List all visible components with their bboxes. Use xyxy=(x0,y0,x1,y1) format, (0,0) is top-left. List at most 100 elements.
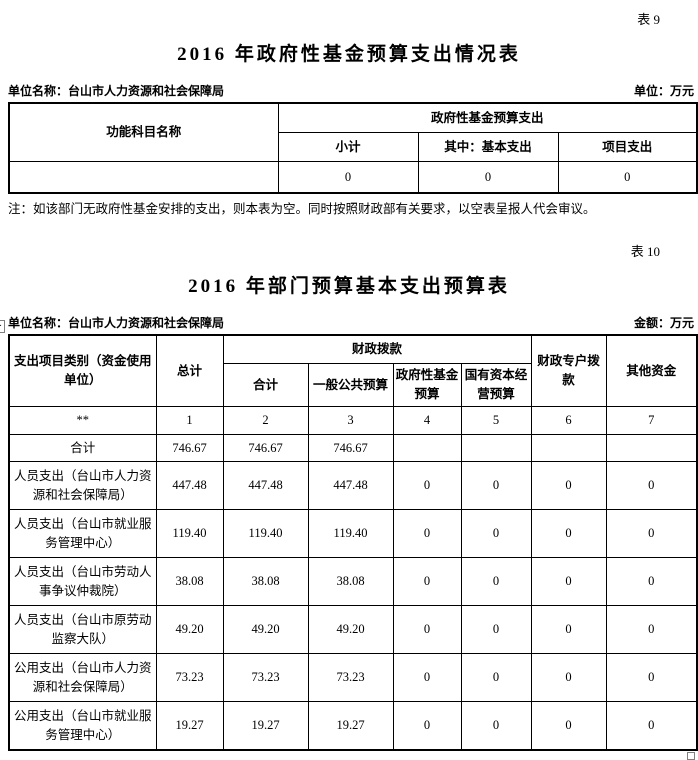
table-cell: 73.23 xyxy=(155,653,224,702)
table-cell: 0 xyxy=(605,461,698,510)
table10-amount-label: 金额：万元 xyxy=(633,316,694,330)
table-cell: 19.27 xyxy=(222,701,309,751)
table-cell: 0 xyxy=(605,557,698,606)
row-label: ** xyxy=(8,406,157,435)
t9-header-group: 政府性基金预算支出 xyxy=(277,102,698,133)
table-move-handle-icon[interactable]: + xyxy=(0,320,5,333)
t9-header-function-subject: 功能科目名称 xyxy=(8,102,279,162)
table-row: 人员支出（台山市原劳动监察大队） 49.20 49.20 49.20 0 0 0 0 xyxy=(8,605,698,654)
table-cell: 0 xyxy=(530,605,607,654)
table-row: 人员支出（台山市劳动人事争议仲裁院） 38.08 38.08 38.08 0 0 0 0 xyxy=(8,557,698,606)
table-cell: 0 xyxy=(530,701,607,751)
t10-header-total: 总计 xyxy=(155,334,224,407)
table-cell: 0 xyxy=(460,605,532,654)
t10-header-fiscal-sum: 合计 xyxy=(222,363,309,407)
table-cell: 0 xyxy=(605,701,698,751)
t10-header-category: 支出项目类别（资金使用单位） xyxy=(8,334,157,407)
table10-wrapper: + 支出项目类别（资金使用单位） 总计 财政拨款 财政专户拨款 其他资金 合计 … xyxy=(0,320,698,760)
gov-fund-expenditure-table: 功能科目名称 政府性基金预算支出 小计 其中：基本支出 项目支出 0 0 0 xyxy=(8,102,698,194)
table-cell: 0 xyxy=(277,161,419,194)
t9-header-basic: 其中：基本支出 xyxy=(417,132,559,162)
table-row: 人员支出（台山市就业服务管理中心） 119.40 119.40 119.40 0 0 0 0 xyxy=(8,509,698,558)
table-cell: 49.20 xyxy=(222,605,309,654)
table-cell: 0 xyxy=(557,161,698,194)
table-cell: 2 xyxy=(222,406,309,435)
table-cell: 119.40 xyxy=(222,509,309,558)
table-cell: 19.27 xyxy=(307,701,394,751)
table-cell: 0 xyxy=(460,461,532,510)
t10-header-general-public: 一般公共预算 xyxy=(307,363,394,407)
table-cell: 0 xyxy=(530,653,607,702)
t10-body: ** 1 2 3 4 5 6 7 合计 746.67 746.67 746.67 人员支出（台山市人力资… xyxy=(8,406,698,751)
table-cell: 38.08 xyxy=(155,557,224,606)
table-cell: 0 xyxy=(460,509,532,558)
t10-header-state-capital: 国有资本经营预算 xyxy=(460,363,532,407)
table-row: ** 1 2 3 4 5 6 7 xyxy=(8,406,698,435)
table-resize-handle[interactable] xyxy=(687,752,695,760)
table-cell: 6 xyxy=(530,406,607,435)
row-label: 人员支出（台山市就业服务管理中心） xyxy=(8,509,157,558)
table10-meta-row: 单位名称：台山市人力资源和社会保障局 金额：万元 xyxy=(8,314,694,331)
table9-title: 2016 年政府性基金预算支出情况表 xyxy=(177,44,521,65)
table-cell: 0 xyxy=(392,653,462,702)
table-cell: 0 xyxy=(605,605,698,654)
table-cell xyxy=(392,434,462,462)
table9-meta-row: 单位名称：台山市人力资源和社会保障局 单位：万元 xyxy=(8,82,694,99)
table-cell: 0 xyxy=(460,557,532,606)
table-cell: 0 xyxy=(392,605,462,654)
table-row: 人员支出（台山市人力资源和社会保障局） 447.48 447.48 447.48 0 0 0… xyxy=(8,461,698,510)
t9-header-project: 项目支出 xyxy=(557,132,698,162)
t9-header-subtotal: 小计 xyxy=(277,132,419,162)
table-cell: 447.48 xyxy=(222,461,309,510)
table-cell: 0 xyxy=(605,509,698,558)
table9-unit-name: 单位名称：台山市人力资源和社会保障局 xyxy=(8,84,225,98)
table-cell: 38.08 xyxy=(307,557,394,606)
row-label: 人员支出（台山市原劳动监察大队） xyxy=(8,605,157,654)
table-cell: 0 xyxy=(392,557,462,606)
row-label: 公用支出（台山市人力资源和社会保障局） xyxy=(8,653,157,702)
table-cell: 0 xyxy=(530,557,607,606)
table10-unit-name: 单位名称：台山市人力资源和社会保障局 xyxy=(8,316,225,330)
table-cell: 0 xyxy=(460,701,532,751)
table-cell: 746.67 xyxy=(307,434,394,462)
table10-title: 2016 年部门预算基本支出预算表 xyxy=(188,276,510,297)
row-label: 人员支出（台山市劳动人事争议仲裁院） xyxy=(8,557,157,606)
table-cell: 7 xyxy=(605,406,698,435)
table-cell: 4 xyxy=(392,406,462,435)
table-cell xyxy=(605,434,698,462)
table-cell: 447.48 xyxy=(155,461,224,510)
table-cell: 49.20 xyxy=(155,605,224,654)
table-cell: 746.67 xyxy=(222,434,309,462)
table-row: 公用支出（台山市就业服务管理中心） 19.27 19.27 19.27 0 0 0 0 xyxy=(8,701,698,751)
table-cell: 0 xyxy=(417,161,559,194)
table-cell: 0 xyxy=(530,509,607,558)
table-row: 合计 746.67 746.67 746.67 xyxy=(8,434,698,462)
table-row: 公用支出（台山市人力资源和社会保障局） 73.23 73.23 73.23 0 0 0 0 xyxy=(8,653,698,702)
table9-unit-label: 单位：万元 xyxy=(633,84,694,98)
table-cell: 73.23 xyxy=(307,653,394,702)
table9-tag: 表 9 xyxy=(637,12,660,27)
table-row: 0 0 0 xyxy=(8,161,698,194)
table-cell: 19.27 xyxy=(155,701,224,751)
table-cell xyxy=(8,161,279,194)
table-cell: 49.20 xyxy=(307,605,394,654)
basic-expenditure-budget-table: 支出项目类别（资金使用单位） 总计 财政拨款 财政专户拨款 其他资金 合计 一般… xyxy=(8,334,698,751)
table-cell: 746.67 xyxy=(155,434,224,462)
t10-header-gov-fund: 政府性基金预算 xyxy=(392,363,462,407)
table-cell: 119.40 xyxy=(307,509,394,558)
table-cell: 447.48 xyxy=(307,461,394,510)
section-spacer xyxy=(0,218,698,244)
table-cell: 0 xyxy=(392,509,462,558)
table10-tag: 表 10 xyxy=(630,244,660,259)
row-label: 合计 xyxy=(8,434,157,462)
row-label: 人员支出（台山市人力资源和社会保障局） xyxy=(8,461,157,510)
table-cell: 73.23 xyxy=(222,653,309,702)
t10-header-other-funds: 其他资金 xyxy=(605,334,698,407)
table-cell: 0 xyxy=(392,461,462,510)
table-cell: 119.40 xyxy=(155,509,224,558)
table-cell: 0 xyxy=(530,461,607,510)
table-cell: 1 xyxy=(155,406,224,435)
table-cell: 38.08 xyxy=(222,557,309,606)
t10-header-fiscal-group: 财政拨款 xyxy=(222,334,532,364)
table-cell: 0 xyxy=(392,701,462,751)
